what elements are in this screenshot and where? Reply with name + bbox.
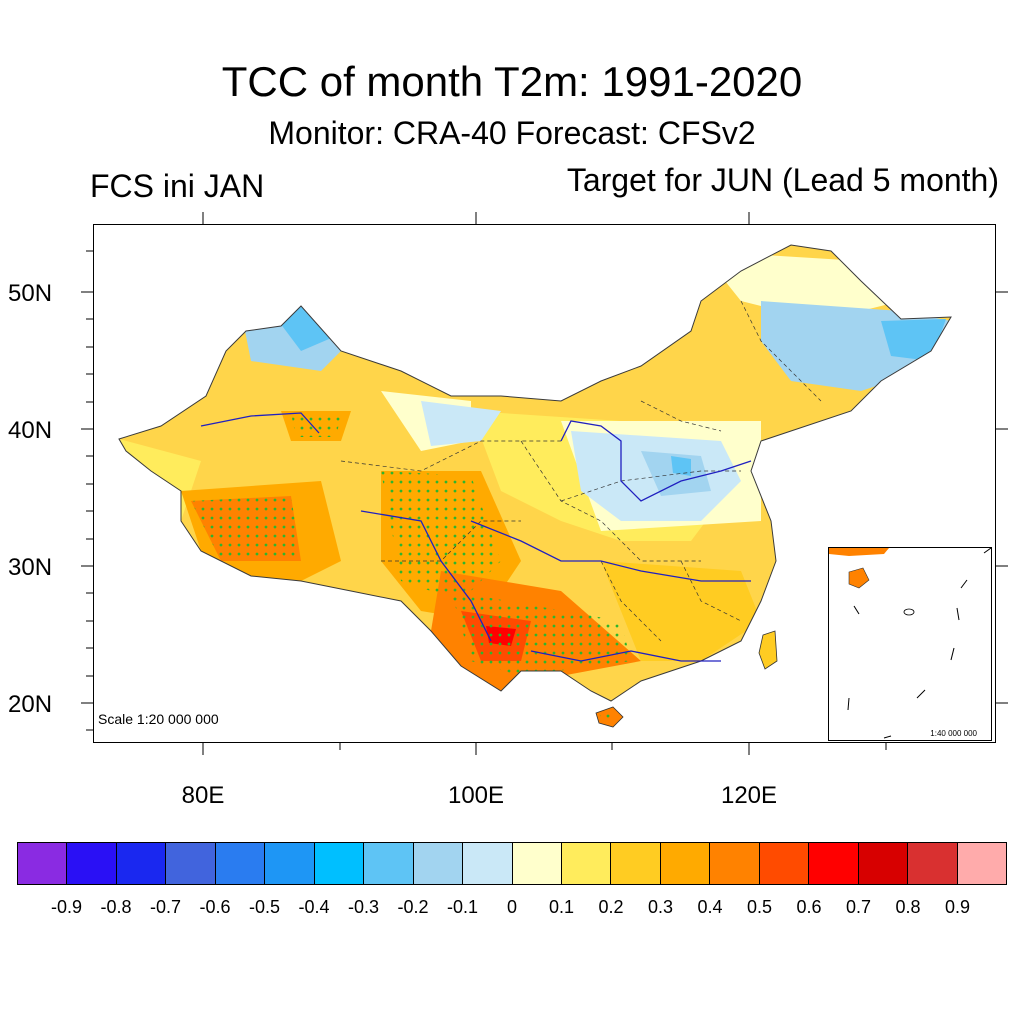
lat-label-20n: 20N [8, 691, 53, 718]
chart-subtitle: Monitor: CRA-40 Forecast: CFSv2 [268, 115, 756, 151]
lon-label-80e: 80E [181, 782, 225, 809]
south-china-sea-inset: 1:40 000 000 [828, 547, 992, 741]
colorbar-tick-label: -0.6 [199, 897, 231, 917]
significance-stipple-tianshan [291, 413, 341, 437]
colorbar-swatch [957, 843, 1007, 884]
colorbar-swatch [759, 843, 810, 884]
significance-stipple-qinghai [381, 471, 501, 601]
significance-stipple-yunnan [451, 591, 631, 676]
colorbar-tick-label: 0.7 [845, 897, 872, 917]
inset-scale-label: 1:40 000 000 [930, 729, 977, 738]
map-frame [93, 224, 996, 743]
colorbar-swatch [660, 843, 711, 884]
colorbar-tick-label: 0.1 [548, 897, 575, 917]
lon-label-120e: 120E [720, 782, 778, 809]
colorbar-swatch [265, 843, 315, 884]
colorbar-tick-label: -0.3 [347, 897, 380, 917]
target-label: Target for JUN (Lead 5 month) [566, 162, 999, 198]
chart-title: TCC of month T2m: 1991-2020 [221, 58, 803, 105]
colorbar-tick-label: -0.7 [149, 897, 182, 917]
colorbar-swatch [809, 843, 859, 884]
colorbar-swatch [710, 843, 760, 884]
colorbar-swatch [463, 843, 513, 884]
colorbar-tick-label: 0.9 [944, 897, 971, 917]
contour-north-china-blue [671, 456, 691, 476]
rivers [200, 412, 752, 662]
taiwan-island [758, 630, 778, 670]
colorbar-swatch [166, 843, 216, 884]
colorbar-tick-label: 0.5 [746, 897, 773, 917]
contour-south-yellow [601, 561, 761, 661]
colorbar-tick-label: -0.4 [298, 897, 330, 917]
colorbar-tick-label: 0.4 [697, 897, 723, 917]
colorbar-tick-label: 0.8 [895, 897, 921, 917]
inset-map [829, 548, 991, 739]
colorbar-tick-label: 0.2 [598, 897, 624, 917]
inset-islands [903, 608, 915, 616]
colorbar-tick-label: -0.1 [446, 897, 479, 917]
map-scale-label: Scale 1:20 000 000 [98, 711, 219, 727]
lat-label-50n: 50N [8, 280, 53, 307]
colorbar-tick-label: -0.9 [50, 897, 83, 917]
colorbar-swatch [561, 843, 612, 884]
lat-label-40n: 40N [8, 417, 53, 444]
colorbar [17, 842, 1007, 885]
significance-stipple-tibet [191, 496, 301, 561]
lon-label-100e: 100E [447, 782, 505, 809]
colorbar-swatch [18, 843, 68, 884]
colorbar-swatch [67, 843, 117, 884]
colorbar-tick-label: -0.5 [248, 897, 281, 917]
contour-gansu-pale-blue [421, 401, 501, 446]
colorbar-swatch [512, 843, 562, 884]
colorbar-swatch [908, 843, 958, 884]
colorbar-swatch [116, 843, 167, 884]
contour-northeast-blue [881, 319, 946, 361]
colorbar-tick-label: 0 [506, 897, 518, 917]
china-tcc-map [118, 244, 952, 728]
colorbar-swatch [314, 843, 365, 884]
colorbar-tick-label: 0.6 [796, 897, 822, 917]
colorbar-swatch [611, 843, 661, 884]
colorbar-tick-label: -0.8 [100, 897, 132, 917]
init-label: FCS ini JAN [90, 168, 265, 204]
hainan-stipple [599, 711, 613, 723]
colorbar-swatch [413, 843, 464, 884]
colorbar-tick-label: 0.3 [647, 897, 674, 917]
colorbar-tick-label: -0.2 [397, 897, 429, 917]
inset-hainan [848, 567, 870, 589]
inset-dash-line [847, 548, 991, 739]
colorbar-swatch [858, 843, 909, 884]
lat-label-30n: 30N [8, 554, 53, 581]
inset-coast [829, 548, 889, 556]
colorbar-swatch [215, 843, 266, 884]
colorbar-swatch [364, 843, 414, 884]
